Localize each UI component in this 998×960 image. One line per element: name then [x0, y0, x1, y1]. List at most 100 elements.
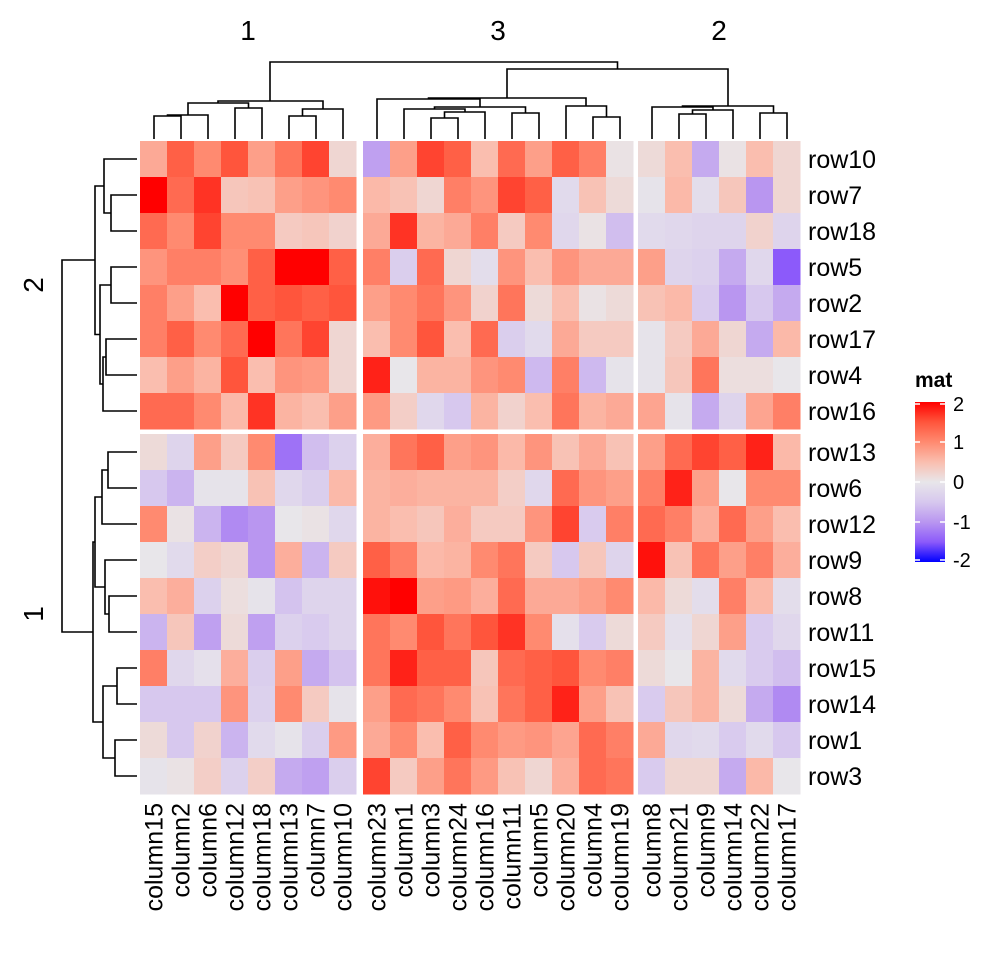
- heatmap-cell: [390, 650, 418, 687]
- heatmap-cell: [302, 177, 330, 214]
- row-label: row4: [808, 362, 862, 390]
- heatmap-cell: [552, 434, 580, 471]
- heatmap-cell: [692, 542, 720, 579]
- row-label: row18: [808, 218, 876, 246]
- column-label: column5: [526, 803, 554, 898]
- heatmap-cell: [302, 357, 330, 394]
- heatmap-cell: [665, 614, 693, 651]
- row-dendrogram-branch: [105, 338, 137, 376]
- heatmap-cell: [665, 506, 693, 543]
- heatmap-cell: [417, 578, 445, 615]
- heatmap-cell: [719, 578, 747, 615]
- heatmap-cell: [140, 470, 168, 507]
- heatmap-cell: [329, 614, 357, 651]
- heatmap-cell: [746, 177, 774, 214]
- heatmap-cell: [579, 542, 607, 579]
- heatmap-cell: [773, 434, 801, 471]
- heatmap-cell: [579, 578, 607, 615]
- heatmap-cell: [471, 542, 499, 579]
- heatmap-cell: [773, 722, 801, 759]
- heatmap-cell: [665, 249, 693, 286]
- heatmap-cell: [471, 722, 499, 759]
- heatmap-cell: [719, 506, 747, 543]
- heatmap-cell: [248, 249, 276, 286]
- heatmap-cell: [552, 650, 580, 687]
- heatmap-cell: [444, 470, 472, 507]
- heatmap-cell: [329, 393, 357, 430]
- heatmap-cell: [390, 249, 418, 286]
- heatmap-cell: [302, 686, 330, 723]
- heatmap-cell: [498, 614, 526, 651]
- heatmap-cell: [275, 470, 303, 507]
- heatmap-cell: [329, 249, 357, 286]
- heatmap-cell: [390, 470, 418, 507]
- heatmap-cell: [140, 722, 168, 759]
- heatmap-cell: [471, 758, 499, 795]
- heatmap-cell: [525, 506, 553, 543]
- heatmap-cell: [221, 542, 249, 579]
- legend-tick-label: 1: [953, 432, 964, 454]
- row-label: row15: [808, 655, 876, 683]
- column-label: column14: [720, 803, 748, 911]
- heatmap-cell: [140, 614, 168, 651]
- heatmap-cell: [302, 650, 330, 687]
- column-label: column24: [445, 803, 473, 911]
- heatmap-cell: [525, 578, 553, 615]
- legend-title: mat: [915, 369, 952, 392]
- heatmap-cell: [773, 470, 801, 507]
- heatmap-cell: [275, 141, 303, 178]
- heatmap-cell: [579, 141, 607, 178]
- column-label: column20: [553, 803, 581, 911]
- heatmap-cell: [552, 614, 580, 651]
- heatmap-cell: [167, 614, 195, 651]
- heatmap-cell: [275, 249, 303, 286]
- heatmap-cell: [525, 434, 553, 471]
- heatmap-cell: [719, 177, 747, 214]
- heatmap-cell: [471, 434, 499, 471]
- row-dendrogram-branch: [110, 266, 137, 304]
- heatmap-cell: [390, 393, 418, 430]
- heatmap-cell: [444, 506, 472, 543]
- heatmap-cell: [140, 578, 168, 615]
- heatmap-cell: [471, 614, 499, 651]
- heatmap-cell: [194, 470, 222, 507]
- column-label: column7: [303, 803, 331, 898]
- legend-tick-label: -2: [953, 550, 971, 572]
- heatmap-cell: [417, 506, 445, 543]
- row-label: row1: [808, 727, 862, 755]
- heatmap-cell: [638, 434, 666, 471]
- heatmap-cell: [773, 614, 801, 651]
- heatmap-cell: [390, 177, 418, 214]
- heatmap-cell: [417, 470, 445, 507]
- column-label: column10: [330, 803, 358, 911]
- heatmap-cell: [221, 650, 249, 687]
- heatmap-cell: [194, 357, 222, 394]
- heatmap-cell: [275, 650, 303, 687]
- column-group-title: 2: [711, 15, 727, 46]
- heatmap-cell: [719, 614, 747, 651]
- heatmap-cell: [746, 758, 774, 795]
- heatmap-cell: [302, 141, 330, 178]
- heatmap-cell: [363, 177, 391, 214]
- heatmap-cell: [221, 393, 249, 430]
- column-group-title: 1: [240, 15, 256, 46]
- heatmap-cell: [417, 434, 445, 471]
- heatmap-cell: [167, 285, 195, 322]
- heatmap-cell: [363, 650, 391, 687]
- heatmap-cell: [719, 213, 747, 250]
- heatmap-cell: [417, 686, 445, 723]
- heatmap-cell: [194, 213, 222, 250]
- heatmap-cell: [498, 578, 526, 615]
- heatmap-cell: [606, 434, 634, 471]
- heatmap-cell: [471, 213, 499, 250]
- heatmap-cell: [140, 758, 168, 795]
- heatmap-cell: [552, 213, 580, 250]
- heatmap-cell: [638, 650, 666, 687]
- heatmap-cell: [498, 434, 526, 471]
- heatmap-cell: [329, 141, 357, 178]
- heatmap-cell: [525, 758, 553, 795]
- heatmap-cell: [302, 470, 330, 507]
- heatmap-cell: [525, 141, 553, 178]
- heatmap-cell: [444, 578, 472, 615]
- heatmap-cell: [140, 141, 168, 178]
